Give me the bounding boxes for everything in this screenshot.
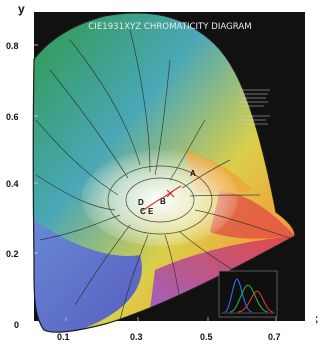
- y-tick-0-2: 0.2: [6, 249, 19, 259]
- diagram-title: CIE1931XYZ CHROMATICITY DIAGRAM: [88, 22, 251, 32]
- inset-curve-blue: [224, 278, 253, 313]
- point-label-a: A: [190, 169, 196, 178]
- legend-text-block: [240, 89, 270, 125]
- inset-frame: [218, 270, 278, 318]
- y-tick-0-8: 0.8: [6, 41, 19, 51]
- x-ticks: 0.1 0.3 0.5 0.7 ;: [57, 314, 318, 342]
- locus-outline: [32, 12, 296, 333]
- illuminant-points: A B C D E: [138, 169, 196, 216]
- x-tick-0-1: 0.1: [57, 332, 70, 342]
- y-tick-0-6: 0.6: [6, 112, 19, 122]
- x-tick-0-5: 0.5: [200, 332, 213, 342]
- spectral-inset: [218, 270, 278, 318]
- inset-curve-green: [229, 284, 269, 313]
- planckian-locus: [141, 185, 182, 212]
- trailing-semicolon: ;: [315, 314, 318, 325]
- x-tick-0-3: 0.3: [130, 332, 143, 342]
- x-tick-0-7: 0.7: [268, 332, 281, 342]
- y-ticks: 0.8 0.6 0.4 0.2 0: [6, 41, 19, 330]
- inset-curve-red: [237, 290, 274, 313]
- spectral-locus: [33, 12, 295, 333]
- region-boundaries: [35, 29, 291, 321]
- y-axis-title: y: [18, 2, 25, 16]
- point-label-e: E: [148, 207, 154, 216]
- point-label-c: C: [140, 207, 146, 216]
- point-label-d: D: [138, 198, 144, 207]
- y-tick-0: 0: [14, 320, 19, 330]
- point-label-b: B: [160, 197, 166, 206]
- y-tick-0-4: 0.4: [6, 179, 19, 189]
- tick-marks: [34, 44, 277, 321]
